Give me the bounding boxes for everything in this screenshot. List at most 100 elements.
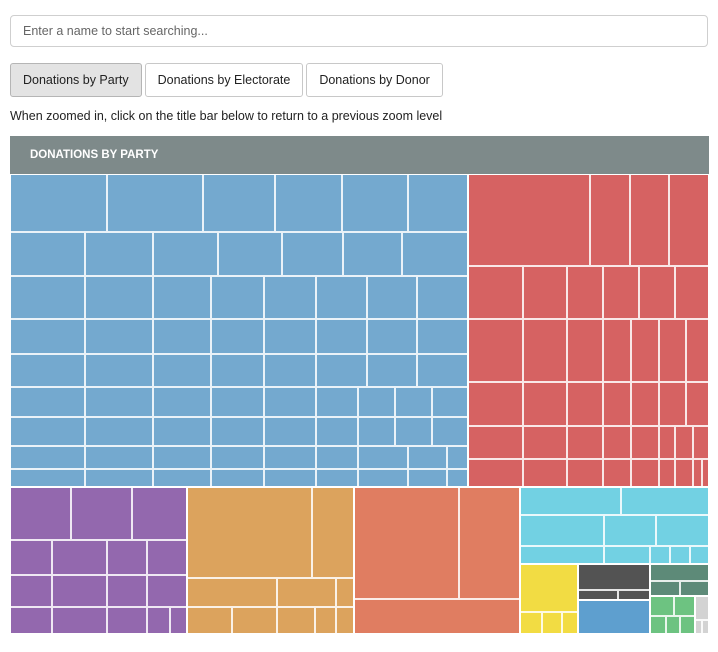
treemap-cell[interactable] <box>187 487 312 578</box>
treemap-cell[interactable] <box>10 174 107 232</box>
treemap-cell[interactable] <box>211 319 264 354</box>
treemap-cell[interactable] <box>468 382 523 426</box>
treemap-cell[interactable] <box>211 276 264 319</box>
treemap-cell[interactable] <box>459 487 520 599</box>
treemap-cell[interactable] <box>85 469 153 487</box>
treemap-cell[interactable] <box>670 546 690 564</box>
treemap-cell[interactable] <box>264 319 316 354</box>
treemap-cell[interactable] <box>153 354 211 387</box>
treemap-cell[interactable] <box>520 515 604 546</box>
treemap-cell[interactable] <box>10 319 85 354</box>
treemap-cell[interactable] <box>367 276 417 319</box>
treemap-cell[interactable] <box>211 354 264 387</box>
treemap-cell[interactable] <box>358 446 408 469</box>
treemap-cell[interactable] <box>604 515 656 546</box>
treemap-cell[interactable] <box>562 612 578 634</box>
treemap-cell[interactable] <box>686 319 709 382</box>
treemap-cell[interactable] <box>567 426 603 459</box>
treemap-cell[interactable] <box>468 426 523 459</box>
treemap-cell[interactable] <box>203 174 275 232</box>
treemap-cell[interactable] <box>336 578 354 607</box>
treemap-cell[interactable] <box>10 417 85 446</box>
treemap-cell[interactable] <box>277 607 315 634</box>
treemap-cell[interactable] <box>358 387 395 417</box>
treemap-cell[interactable] <box>520 546 604 564</box>
party-yellow-group[interactable] <box>520 564 578 634</box>
treemap-cell[interactable] <box>432 417 468 446</box>
party-blue-group[interactable] <box>10 174 468 487</box>
treemap-cell[interactable] <box>395 417 432 446</box>
treemap-cell[interactable] <box>71 487 132 540</box>
treemap-cell[interactable] <box>277 578 336 607</box>
treemap-cell[interactable] <box>659 459 675 487</box>
treemap-cell[interactable] <box>316 446 358 469</box>
treemap-cell[interactable] <box>85 276 153 319</box>
treemap-cell[interactable] <box>693 459 702 487</box>
treemap-cell[interactable] <box>618 590 650 600</box>
treemap-cell[interactable] <box>132 487 187 540</box>
treemap-cell[interactable] <box>153 276 211 319</box>
treemap-cell[interactable] <box>621 487 709 515</box>
treemap-cell[interactable] <box>85 417 153 446</box>
treemap-cell[interactable] <box>578 564 650 590</box>
treemap-cell[interactable] <box>468 174 590 266</box>
treemap-cell[interactable] <box>153 232 218 276</box>
treemap-cell[interactable] <box>52 575 107 607</box>
treemap-cell[interactable] <box>52 540 107 575</box>
party-steelblue-group[interactable] <box>578 600 650 634</box>
treemap-cell[interactable] <box>675 426 693 459</box>
treemap-cell[interactable] <box>147 575 187 607</box>
party-darkgreen-group[interactable] <box>650 564 709 596</box>
treemap-cell[interactable] <box>10 540 52 575</box>
treemap-cell[interactable] <box>187 607 232 634</box>
treemap-cell[interactable] <box>432 387 468 417</box>
treemap-cell[interactable] <box>520 612 542 634</box>
treemap-cell[interactable] <box>631 459 659 487</box>
treemap-cell[interactable] <box>639 266 675 319</box>
treemap-cell[interactable] <box>523 426 567 459</box>
treemap-cell[interactable] <box>669 174 709 266</box>
treemap-cell[interactable] <box>211 469 264 487</box>
treemap-cell[interactable] <box>523 459 567 487</box>
treemap-cell[interactable] <box>650 596 674 616</box>
treemap-cell[interactable] <box>702 620 709 634</box>
treemap-cell[interactable] <box>603 382 631 426</box>
treemap-cell[interactable] <box>282 232 343 276</box>
treemap-cell[interactable] <box>153 446 211 469</box>
treemap-cell[interactable] <box>107 174 203 232</box>
treemap-cell[interactable] <box>650 546 670 564</box>
treemap-cell[interactable] <box>153 387 211 417</box>
treemap-cell[interactable] <box>264 446 316 469</box>
treemap-cell[interactable] <box>523 382 567 426</box>
treemap-cell[interactable] <box>650 616 666 634</box>
treemap-cell[interactable] <box>316 387 358 417</box>
treemap-cell[interactable] <box>218 232 282 276</box>
treemap-cell[interactable] <box>408 446 447 469</box>
treemap-cell[interactable] <box>85 387 153 417</box>
treemap-cell[interactable] <box>85 354 153 387</box>
treemap-cell[interactable] <box>520 487 621 515</box>
treemap-cell[interactable] <box>336 607 354 634</box>
treemap-cell[interactable] <box>107 607 147 634</box>
treemap-cell[interactable] <box>147 607 170 634</box>
treemap-cell[interactable] <box>358 469 408 487</box>
party-green-group[interactable] <box>650 596 695 634</box>
treemap-cell[interactable] <box>631 426 659 459</box>
treemap-cell[interactable] <box>187 578 277 607</box>
treemap-cell[interactable] <box>264 387 316 417</box>
treemap-cell[interactable] <box>211 387 264 417</box>
treemap-cell[interactable] <box>275 174 342 232</box>
treemap-cell[interactable] <box>468 319 523 382</box>
treemap-title-bar[interactable]: DONATIONS BY PARTY <box>10 136 709 174</box>
treemap-cell[interactable] <box>631 382 659 426</box>
treemap-cell[interactable] <box>153 469 211 487</box>
treemap-cell[interactable] <box>343 232 402 276</box>
treemap-cell[interactable] <box>693 426 709 459</box>
party-gold-group[interactable] <box>187 487 354 634</box>
party-darkgrey-group[interactable] <box>578 564 650 600</box>
treemap-cell[interactable] <box>567 382 603 426</box>
treemap-cell[interactable] <box>417 276 468 319</box>
treemap-cell[interactable] <box>316 319 367 354</box>
treemap-cell[interactable] <box>578 590 618 600</box>
treemap-cell[interactable] <box>107 540 147 575</box>
